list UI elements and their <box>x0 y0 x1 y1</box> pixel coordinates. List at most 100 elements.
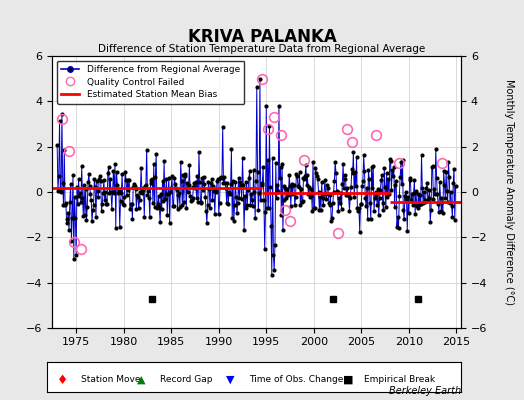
Point <box>267 222 275 229</box>
Point <box>85 183 94 189</box>
Point <box>249 167 258 173</box>
Point <box>417 201 425 208</box>
Point <box>448 214 456 220</box>
Point <box>359 178 367 184</box>
Point <box>90 176 99 182</box>
Point <box>323 182 332 188</box>
Point <box>243 201 252 208</box>
Point <box>112 224 120 231</box>
Point <box>115 187 123 194</box>
Point <box>211 210 219 217</box>
Point <box>309 159 317 166</box>
Text: Berkeley Earth: Berkeley Earth <box>389 386 461 396</box>
Point <box>435 179 444 185</box>
Point <box>344 193 353 200</box>
Point <box>206 180 215 186</box>
Point <box>291 194 300 201</box>
Point <box>178 202 187 208</box>
Point <box>253 84 261 90</box>
Point <box>402 196 411 202</box>
Point <box>133 192 141 198</box>
Point <box>384 176 392 182</box>
Point <box>248 202 257 209</box>
Point <box>224 201 233 208</box>
Point <box>92 213 100 220</box>
Point <box>328 214 336 221</box>
Point <box>420 189 428 195</box>
Point <box>130 181 138 188</box>
Point <box>412 203 421 210</box>
Point <box>266 183 275 190</box>
Point <box>446 188 455 195</box>
Text: Time of Obs. Change: Time of Obs. Change <box>249 376 343 384</box>
Point <box>235 194 244 201</box>
Point <box>363 184 371 191</box>
Point <box>70 256 78 262</box>
Point <box>59 202 68 208</box>
Point <box>108 189 117 195</box>
Point <box>406 177 414 184</box>
Point <box>281 184 289 191</box>
Point <box>220 174 228 180</box>
Point <box>81 186 90 192</box>
Point <box>247 191 255 197</box>
Point <box>177 178 185 184</box>
Point <box>107 189 115 195</box>
Point <box>156 219 165 226</box>
Point <box>437 208 445 214</box>
Point <box>356 200 365 207</box>
Point <box>368 185 377 191</box>
Point <box>107 206 116 212</box>
Point <box>86 191 95 197</box>
Point <box>401 193 409 200</box>
Point <box>361 168 369 174</box>
Point <box>78 195 86 201</box>
Point <box>169 203 178 209</box>
Point <box>180 198 188 205</box>
Point <box>237 182 245 188</box>
Point <box>149 161 158 167</box>
Point <box>265 205 273 211</box>
Point <box>405 210 413 216</box>
Point <box>109 168 117 174</box>
Point <box>386 158 395 164</box>
Text: Record Gap: Record Gap <box>160 376 212 384</box>
Point <box>347 166 356 172</box>
Point <box>441 195 450 201</box>
Y-axis label: Monthly Temperature Anomaly Difference (°C): Monthly Temperature Anomaly Difference (… <box>504 79 514 305</box>
Point <box>101 188 110 195</box>
Point <box>435 208 443 215</box>
Point <box>127 201 136 207</box>
Point <box>162 176 171 182</box>
Point <box>194 199 202 205</box>
Point <box>176 204 184 210</box>
Point <box>114 190 122 196</box>
Point <box>72 252 80 258</box>
Point <box>395 224 403 231</box>
Point <box>429 196 438 202</box>
Point <box>256 76 264 82</box>
Point <box>310 205 318 211</box>
Point <box>134 194 142 201</box>
Point <box>136 189 145 196</box>
Point <box>257 182 266 188</box>
Point <box>241 193 249 199</box>
Point <box>424 194 433 201</box>
Point <box>149 200 157 206</box>
Point <box>119 202 128 208</box>
Point <box>397 159 405 166</box>
Point <box>310 205 319 211</box>
Point <box>85 171 93 178</box>
Point <box>171 181 179 187</box>
Point <box>141 182 149 189</box>
Point <box>271 242 279 248</box>
Point <box>234 175 243 181</box>
Point <box>341 176 349 182</box>
Point <box>127 201 135 207</box>
Point <box>98 200 106 207</box>
Point <box>299 175 308 181</box>
Point <box>298 199 306 205</box>
Point <box>214 211 223 217</box>
Point <box>268 155 277 161</box>
Point <box>369 162 377 169</box>
